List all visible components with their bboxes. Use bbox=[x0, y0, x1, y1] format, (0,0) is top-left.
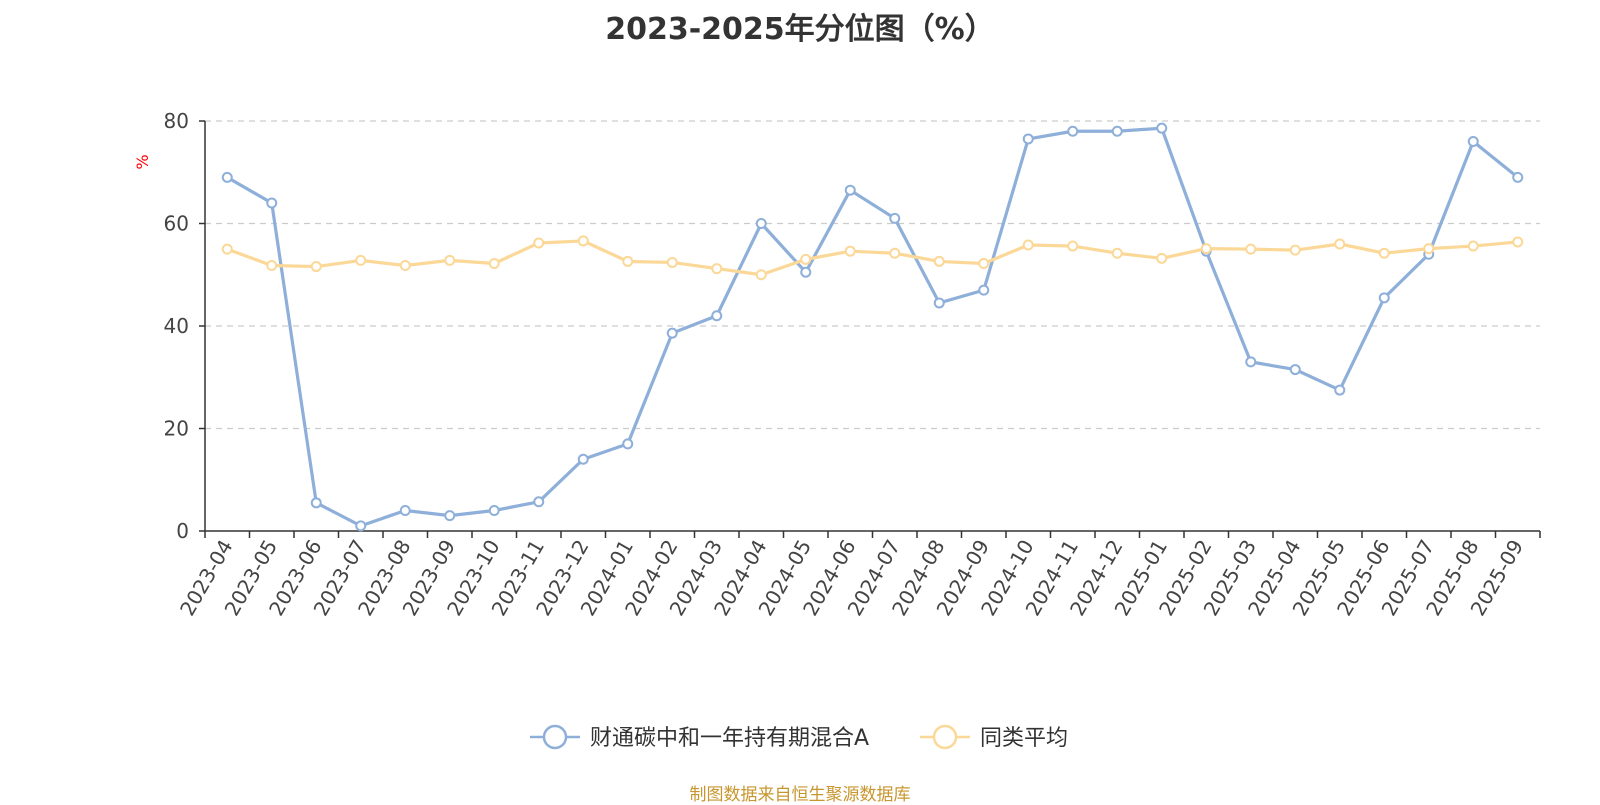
legend-label: 同类平均 bbox=[980, 726, 1068, 751]
data-point[interactable] bbox=[221, 171, 233, 183]
y-axis-unit-label: % bbox=[133, 154, 152, 169]
legend-circle-icon bbox=[932, 724, 958, 750]
y-tick-label: 0 bbox=[176, 519, 189, 543]
data-point[interactable] bbox=[800, 266, 812, 278]
data-point[interactable] bbox=[622, 255, 634, 267]
data-point[interactable] bbox=[978, 257, 990, 269]
data-point[interactable] bbox=[266, 197, 278, 209]
y-tick-label: 20 bbox=[164, 417, 189, 441]
data-point[interactable] bbox=[310, 261, 322, 273]
data-point[interactable] bbox=[399, 260, 411, 272]
data-point[interactable] bbox=[933, 297, 945, 309]
data-point[interactable] bbox=[355, 520, 367, 532]
data-point[interactable] bbox=[266, 260, 278, 272]
legend-item-1[interactable]: 同类平均 bbox=[920, 724, 1068, 751]
legend-item-0[interactable]: 财通碳中和一年持有期混合A bbox=[530, 724, 869, 751]
chart-title: 2023-2025年分位图（%） bbox=[605, 12, 995, 47]
data-point[interactable] bbox=[666, 327, 678, 339]
data-point[interactable] bbox=[1022, 133, 1034, 145]
series-line bbox=[226, 239, 1518, 277]
legend[interactable]: 财通碳中和一年持有期混合A 同类平均 bbox=[530, 724, 1068, 751]
data-point[interactable] bbox=[978, 284, 990, 296]
data-source-note: 制图数据来自恒生聚源数据库 bbox=[689, 785, 911, 805]
data-point[interactable] bbox=[221, 243, 233, 255]
series-line bbox=[226, 126, 1519, 528]
data-point[interactable] bbox=[844, 184, 856, 196]
data-point[interactable] bbox=[1245, 356, 1257, 368]
data-point[interactable] bbox=[1022, 239, 1034, 251]
data-point[interactable] bbox=[711, 263, 723, 275]
series-0 bbox=[221, 122, 1524, 532]
data-point[interactable] bbox=[1111, 247, 1123, 259]
data-point[interactable] bbox=[1156, 252, 1168, 264]
axes: 020406080%2023-042023-052023-062023-0720… bbox=[133, 109, 1541, 620]
legend-circle-icon bbox=[542, 724, 568, 750]
data-point[interactable] bbox=[1467, 240, 1479, 252]
data-point[interactable] bbox=[1289, 244, 1301, 256]
data-point[interactable] bbox=[533, 237, 545, 249]
y-tick-label: 40 bbox=[164, 314, 189, 338]
data-point[interactable] bbox=[577, 235, 589, 247]
data-point[interactable] bbox=[399, 505, 411, 516]
data-point[interactable] bbox=[1200, 243, 1212, 255]
data-point[interactable] bbox=[1245, 243, 1257, 255]
data-point[interactable] bbox=[1067, 240, 1079, 252]
y-tick-label: 60 bbox=[164, 212, 189, 236]
data-point[interactable] bbox=[1512, 236, 1524, 248]
data-point[interactable] bbox=[577, 453, 589, 465]
data-point[interactable] bbox=[310, 497, 322, 509]
data-point[interactable] bbox=[666, 256, 678, 268]
data-point[interactable] bbox=[1067, 125, 1079, 137]
data-point[interactable] bbox=[800, 253, 812, 265]
data-point[interactable] bbox=[533, 496, 545, 508]
data-point[interactable] bbox=[1156, 122, 1168, 134]
data-point[interactable] bbox=[355, 254, 367, 266]
data-point[interactable] bbox=[1289, 364, 1301, 376]
data-point[interactable] bbox=[889, 212, 901, 224]
data-point[interactable] bbox=[1334, 238, 1346, 250]
data-point[interactable] bbox=[1378, 292, 1390, 304]
data-point[interactable] bbox=[488, 257, 500, 269]
data-point[interactable] bbox=[755, 269, 767, 281]
y-tick-label: 80 bbox=[164, 109, 189, 133]
data-point[interactable] bbox=[1378, 247, 1390, 259]
data-point[interactable] bbox=[933, 255, 945, 267]
data-point[interactable] bbox=[444, 254, 456, 266]
data-point[interactable] bbox=[1334, 384, 1346, 396]
series-1 bbox=[221, 235, 1524, 281]
data-point[interactable] bbox=[889, 247, 901, 259]
legend-label: 财通碳中和一年持有期混合A bbox=[590, 726, 869, 751]
data-point[interactable] bbox=[711, 310, 723, 322]
data-point[interactable] bbox=[1467, 136, 1479, 147]
data-point[interactable] bbox=[1423, 243, 1435, 255]
data-point[interactable] bbox=[1512, 171, 1524, 183]
data-point[interactable] bbox=[444, 510, 456, 522]
data-point[interactable] bbox=[488, 505, 500, 516]
data-point[interactable] bbox=[1111, 125, 1123, 137]
series-lines bbox=[221, 122, 1524, 532]
gridlines bbox=[205, 120, 1540, 430]
data-point[interactable] bbox=[844, 245, 856, 257]
data-point[interactable] bbox=[755, 218, 767, 229]
data-point[interactable] bbox=[622, 438, 634, 450]
